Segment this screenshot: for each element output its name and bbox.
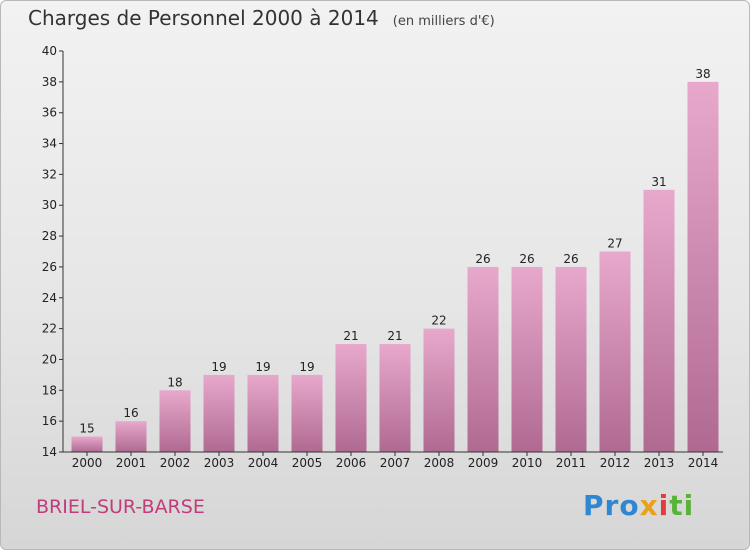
bar-2008 — [423, 328, 455, 452]
y-tick-label-32: 32 — [42, 167, 57, 181]
y-tick-label-14: 14 — [42, 445, 57, 459]
value-label-2008: 22 — [431, 314, 446, 328]
x-tick-label-2005: 2005 — [292, 456, 323, 470]
value-label-2006: 21 — [343, 329, 358, 343]
value-label-2012: 27 — [607, 237, 622, 251]
x-tick-label-2004: 2004 — [248, 456, 279, 470]
bar-2003 — [203, 374, 235, 452]
value-label-2011: 26 — [563, 252, 578, 266]
x-tick-label-2007: 2007 — [380, 456, 411, 470]
bar-2013 — [643, 189, 675, 453]
y-tick-label-30: 30 — [42, 198, 57, 212]
value-label-2014: 38 — [695, 67, 710, 81]
bar-2009 — [467, 266, 499, 452]
value-label-2005: 19 — [299, 360, 314, 374]
bar-2004 — [247, 374, 279, 452]
value-label-2009: 26 — [475, 252, 490, 266]
bar-2005 — [291, 374, 323, 452]
x-tick-label-2014: 2014 — [688, 456, 719, 470]
x-tick-label-2008: 2008 — [424, 456, 455, 470]
y-tick-label-16: 16 — [42, 414, 57, 428]
value-label-2001: 16 — [123, 406, 138, 420]
y-tick-label-28: 28 — [42, 229, 57, 243]
x-tick-label-2011: 2011 — [556, 456, 587, 470]
logo-part-2: x — [639, 489, 659, 522]
x-tick-label-2006: 2006 — [336, 456, 367, 470]
x-tick-label-2013: 2013 — [644, 456, 675, 470]
bar-2000 — [71, 436, 103, 452]
bar-2014 — [687, 81, 719, 452]
bar-2011 — [555, 266, 587, 452]
y-tick-label-36: 36 — [42, 106, 57, 120]
chart-unit-note: (en milliers d'€) — [392, 14, 495, 29]
value-label-2004: 19 — [255, 360, 270, 374]
value-label-2013: 31 — [651, 175, 666, 189]
value-label-2003: 19 — [211, 360, 226, 374]
x-tick-label-2010: 2010 — [512, 456, 543, 470]
bar-2007 — [379, 344, 411, 452]
y-tick-label-26: 26 — [42, 260, 57, 274]
value-label-2002: 18 — [167, 375, 182, 389]
chart-title-text: Charges de Personnel 2000 à 2014 — [28, 6, 379, 30]
y-tick-label-18: 18 — [42, 383, 57, 397]
x-tick-label-2009: 2009 — [468, 456, 499, 470]
logo-part-3: i — [658, 489, 670, 522]
bar-2012 — [599, 251, 631, 452]
bar-2001 — [115, 421, 147, 452]
value-label-2007: 21 — [387, 329, 402, 343]
logo-part-1: Pro — [583, 489, 640, 522]
chart-title: Charges de Personnel 2000 à 2014 (en mill… — [28, 6, 495, 30]
value-label-2000: 15 — [79, 422, 94, 436]
value-label-2010: 26 — [519, 252, 534, 266]
x-tick-label-2002: 2002 — [160, 456, 191, 470]
bar-2006 — [335, 344, 367, 452]
y-tick-label-34: 34 — [42, 137, 57, 151]
y-tick-label-38: 38 — [42, 75, 57, 89]
x-tick-label-2001: 2001 — [116, 456, 147, 470]
y-tick-label-22: 22 — [42, 322, 57, 336]
y-tick-label-40: 40 — [42, 44, 57, 58]
bar-2002 — [159, 390, 191, 452]
x-tick-label-2012: 2012 — [600, 456, 631, 470]
logo-part-4: ti — [669, 489, 695, 522]
commune-name: BRIEL-SUR-BARSE — [36, 496, 205, 518]
y-tick-label-24: 24 — [42, 291, 57, 305]
proxiti-logo: Proxiti — [583, 489, 694, 522]
x-tick-label-2000: 2000 — [72, 456, 103, 470]
x-tick-label-2003: 2003 — [204, 456, 235, 470]
bar-2010 — [511, 266, 543, 452]
y-tick-label-20: 20 — [42, 352, 57, 366]
